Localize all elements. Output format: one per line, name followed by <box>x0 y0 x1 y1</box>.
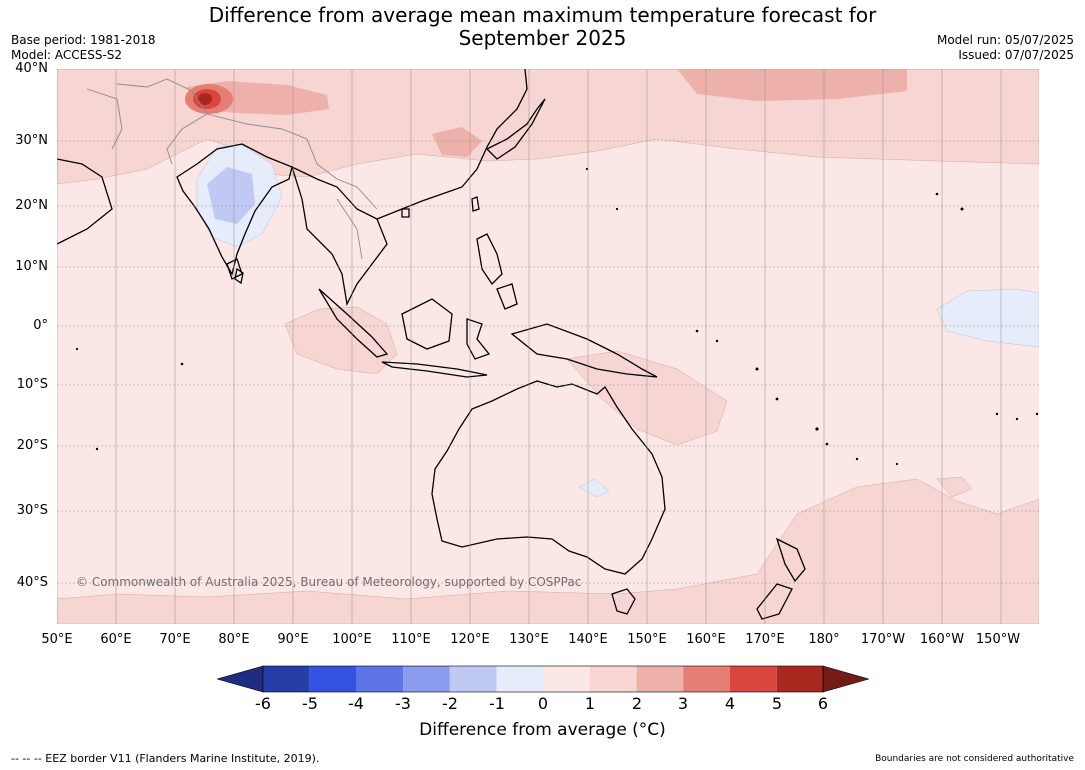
lon-label-50e: 50°E <box>41 632 73 647</box>
colorbar-bin-5 <box>449 666 497 692</box>
legend-label: Difference from average (°C) <box>419 720 666 740</box>
anomaly-region-south-patch <box>936 476 973 498</box>
lon-label-100e: 100°E <box>332 632 372 647</box>
lat-label-10n: 10°N <box>15 259 48 274</box>
legend-tick-0: 0 <box>537 694 549 713</box>
graticule <box>57 69 1039 624</box>
legend-tick-minus2: -2 <box>442 694 458 713</box>
copyright-notice: © Commonwealth of Australia 2025, Bureau… <box>76 575 582 589</box>
lat-label-30s: 30°S <box>16 503 48 518</box>
lon-label-160w: 160°W <box>919 632 965 647</box>
anomaly-map <box>57 69 1039 624</box>
legend-tick-minus5: -5 <box>302 694 318 713</box>
legend-tick-5: 5 <box>771 694 783 713</box>
eez-border-note: -- -- -- EEZ border V11 (Flanders Marine… <box>11 752 320 765</box>
colorbar-bin-7 <box>543 666 590 692</box>
model-name: Model: ACCESS-S2 <box>11 48 123 62</box>
anomaly-region-indian-ocean <box>284 306 398 375</box>
colorbar-bin-11 <box>730 666 777 692</box>
anomaly-region-australia-cool <box>578 478 610 498</box>
colorbar-bin-10 <box>683 666 730 692</box>
lat-label-20s: 20°S <box>16 438 48 453</box>
colorbar-bin-2 <box>309 666 357 692</box>
chart-title: Difference from average mean maximum tem… <box>0 4 1085 50</box>
lat-label-40n: 40°N <box>15 61 48 76</box>
lon-label-120e: 120°E <box>450 632 490 647</box>
lat-label-30n: 30°N <box>15 133 48 148</box>
legend-tick-minus3: -3 <box>395 694 411 713</box>
lon-label-160e: 160°E <box>686 632 726 647</box>
lon-label-110e: 110°E <box>391 632 431 647</box>
anomaly-region-southern-ocean <box>57 478 1039 624</box>
lon-label-60e: 60°E <box>100 632 132 647</box>
forecast-metadata-left: Base period: 1981-2018 Model: ACCESS-S2 <box>11 33 156 63</box>
lon-label-130e: 130°E <box>509 632 549 647</box>
lon-label-180: 180° <box>808 632 840 647</box>
coastlines <box>57 69 806 620</box>
issued-date: Issued: 07/07/2025 <box>958 48 1074 62</box>
forecast-metadata-right: Model run: 05/07/2025 Issued: 07/07/2025 <box>937 33 1074 63</box>
base-period: Base period: 1981-2018 <box>11 33 156 47</box>
colorbar-high-extension <box>822 665 869 693</box>
anomaly-region-india-cooler <box>207 167 255 224</box>
legend-tick-1: 1 <box>584 694 596 713</box>
legend-tick-3: 3 <box>677 694 689 713</box>
lon-label-90e: 90°E <box>277 632 309 647</box>
legend-tick-minus4: -4 <box>348 694 364 713</box>
title-line-1: Difference from average mean maximum tem… <box>208 3 877 27</box>
colorbar-bin-6 <box>496 666 544 692</box>
country-borders <box>86 78 378 260</box>
pacific-islands <box>75 167 1039 466</box>
lat-label-0: 0° <box>33 318 48 333</box>
legend-tick-4: 4 <box>724 694 736 713</box>
lon-label-70e: 70°E <box>159 632 191 647</box>
lon-label-80e: 80°E <box>218 632 250 647</box>
legend-tick-minus1: -1 <box>489 694 505 713</box>
anomaly-region-pacific-cool <box>936 288 1039 348</box>
colorbar-bin-3 <box>356 666 404 692</box>
lon-label-150w: 150°W <box>975 632 1021 647</box>
lon-label-170e: 170°E <box>745 632 785 647</box>
legend-tick-minus6: -6 <box>255 694 271 713</box>
title-line-2: September 2025 <box>458 26 627 50</box>
model-run-date: Model run: 05/07/2025 <box>936 33 1074 47</box>
lat-label-20n: 20°N <box>15 198 48 213</box>
lon-label-170w: 170°W <box>860 632 906 647</box>
colorbar-bin-1 <box>263 666 310 692</box>
boundaries-disclaimer: Boundaries are not considered authoritat… <box>875 754 1074 764</box>
colorbar-low-extension <box>217 665 264 693</box>
colorbar-bin-9 <box>636 666 684 692</box>
legend-tick-6: 6 <box>817 694 829 713</box>
colorbar-bin-12 <box>776 666 823 692</box>
legend-colorbar <box>217 665 869 693</box>
lat-label-40s: 40°S <box>16 575 48 590</box>
colorbar-bin-8 <box>589 666 637 692</box>
lon-label-140e: 140°E <box>568 632 608 647</box>
legend-tick-2: 2 <box>631 694 643 713</box>
colorbar-bin-4 <box>403 666 450 692</box>
anomaly-region-north-pacific <box>677 69 907 101</box>
lon-label-150e: 150°E <box>627 632 667 647</box>
anomaly-region-east-china <box>432 127 482 157</box>
anomaly-hotspot-core <box>198 93 212 105</box>
lat-label-10s: 10°S <box>16 377 48 392</box>
